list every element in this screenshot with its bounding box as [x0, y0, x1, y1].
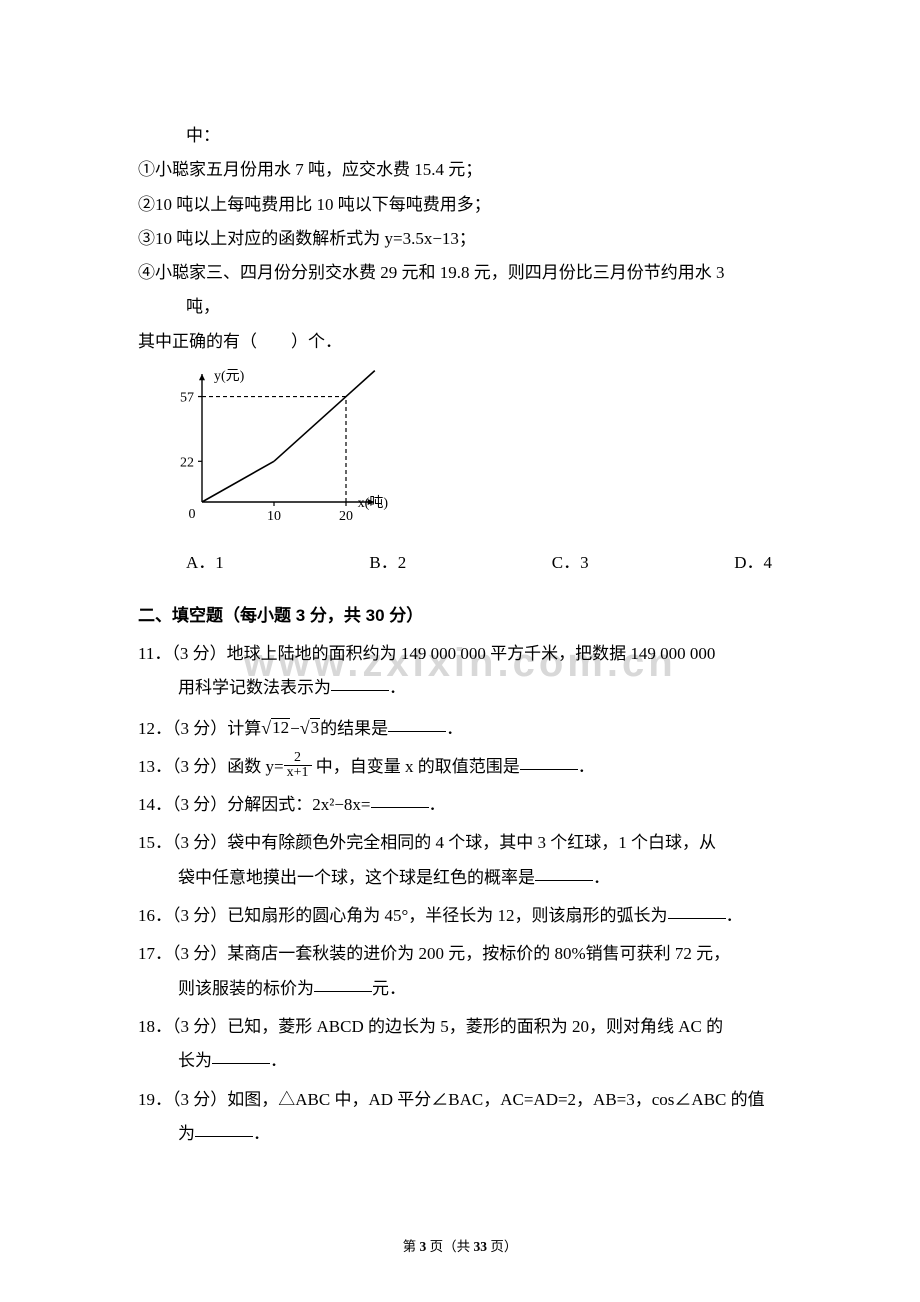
- pre-line-1: ①小聪家五月份用水 7 吨，应交水费 15.4 元；: [138, 154, 782, 186]
- q19: 19．（3 分）如图，△ABC 中，AD 平分∠BAC，AC=AD=2，AB=3…: [138, 1084, 782, 1151]
- pre-line-3: ③10 吨以上对应的函数解析式为 y=3.5x−13；: [138, 223, 782, 255]
- pre-line-4b: 吨，: [138, 291, 782, 323]
- q13-fraction: 2x+1: [284, 751, 312, 781]
- footer-e: 页）: [487, 1239, 517, 1254]
- q12-sqrt12: 12: [261, 711, 290, 745]
- q11: 11．（3 分）地球上陆地的面积约为 149 000 000 平方千米，把数据 …: [138, 638, 782, 705]
- q11-line1: 11．（3 分）地球上陆地的面积约为 149 000 000 平方千米，把数据 …: [138, 638, 782, 670]
- q11-text-b: ．: [389, 678, 406, 697]
- footer-c: 页（共: [426, 1239, 473, 1254]
- chart-svg: y(元) x(吨) 0 10 20 22 57: [162, 366, 392, 530]
- svg-text:x(吨): x(吨): [358, 495, 389, 511]
- q13-y: y=: [266, 757, 284, 776]
- q16-blank: [668, 902, 726, 919]
- q17-line1: 17．（3 分）某商店一套秋装的进价为 200 元，按标价的 80%销售可获利 …: [138, 938, 782, 970]
- q19-line1: 19．（3 分）如图，△ABC 中，AD 平分∠BAC，AC=AD=2，AB=3…: [138, 1084, 782, 1116]
- q12-blank: [388, 715, 446, 732]
- q12-text-c: ．: [446, 719, 463, 738]
- q12-rad-3: 3: [310, 718, 321, 738]
- q12-minus: −: [290, 719, 300, 738]
- svg-text:0: 0: [189, 507, 196, 522]
- q13-text-a: 13．（3 分）函数: [138, 757, 266, 776]
- q11-line2: 用科学记数法表示为 ．: [138, 672, 782, 704]
- q13-blank: [520, 753, 578, 770]
- q12-rad-12: 12: [271, 718, 290, 738]
- svg-text:10: 10: [267, 509, 281, 524]
- pre-line-2: ②10 吨以上每吨费用比 10 吨以下每吨费用多；: [138, 189, 782, 221]
- q19-blank: [195, 1120, 253, 1137]
- q12-text-a: 12．（3 分）计算: [138, 719, 261, 738]
- svg-text:57: 57: [180, 391, 194, 406]
- q16-text-a: 16．（3 分）已知扇形的圆心角为 45°，半径长为 12，则该扇形的弧长为: [138, 906, 668, 925]
- q19-line2: 为．: [138, 1118, 782, 1150]
- q15: 15．（3 分）袋中有除颜色外完全相同的 4 个球，其中 3 个红球，1 个白球…: [138, 827, 782, 894]
- q13: 13．（3 分）函数 y=2x+1 中，自变量 x 的取值范围是 ．: [138, 751, 782, 783]
- q19-text-b: ．: [253, 1124, 270, 1143]
- pre-line-0: 中：: [138, 120, 782, 152]
- q14: 14．（3 分）分解因式：2x²−8x= ．: [138, 789, 782, 821]
- q15-text-b: ．: [593, 868, 610, 887]
- chart-figure: y(元) x(吨) 0 10 20 22 57: [162, 366, 782, 541]
- q17-line2: 则该服装的标价为 元．: [138, 973, 782, 1005]
- svg-text:20: 20: [339, 509, 353, 524]
- q11-blank: [331, 674, 389, 691]
- section-2-heading: 二、填空题（每小题 3 分，共 30 分）: [138, 600, 782, 632]
- q17-blank: [314, 975, 372, 992]
- q18-blank: [212, 1047, 270, 1064]
- q17: 17．（3 分）某商店一套秋装的进价为 200 元，按标价的 80%销售可获利 …: [138, 938, 782, 1005]
- footer-a: 第: [403, 1239, 420, 1254]
- q19-text-a: 为: [178, 1124, 195, 1143]
- q11-text-a: 用科学记数法表示为: [178, 678, 331, 697]
- pre-line-4a: ④小聪家三、四月份分别交水费 29 元和 19.8 元，则四月份比三月份节约用水…: [138, 257, 782, 289]
- choice-A: A．1: [186, 547, 224, 579]
- page-footer: 第 3 页（共 33 页）: [0, 1234, 920, 1260]
- q18-line1: 18．（3 分）已知，菱形 ABCD 的边长为 5，菱形的面积为 20，则对角线…: [138, 1011, 782, 1043]
- choice-C: C．3: [552, 547, 589, 579]
- q14-text-a: 14．（3 分）分解因式：2x²−8x=: [138, 795, 371, 814]
- q12-sqrt3: 3: [300, 711, 320, 745]
- svg-text:y(元): y(元): [214, 369, 245, 384]
- q12-text-b: 的结果是: [320, 719, 388, 738]
- page-content: 中： ①小聪家五月份用水 7 吨，应交水费 15.4 元； ②10 吨以上每吨费…: [138, 120, 782, 1150]
- q18-text-a: 长为: [178, 1051, 212, 1070]
- q13-text-b: 中，自变量 x 的取值范围是: [312, 757, 520, 776]
- q10-choices: A．1 B．2 C．3 D．4: [138, 547, 782, 579]
- q12: 12．（3 分）计算 12−3的结果是 ．: [138, 711, 782, 745]
- choice-D: D．4: [734, 547, 772, 579]
- q17-text-b: 元．: [372, 979, 406, 998]
- q16: 16．（3 分）已知扇形的圆心角为 45°，半径长为 12，则该扇形的弧长为 ．: [138, 900, 782, 932]
- q15-line1: 15．（3 分）袋中有除颜色外完全相同的 4 个球，其中 3 个红球，1 个白球…: [138, 827, 782, 859]
- choice-B: B．2: [369, 547, 406, 579]
- q17-text-a: 则该服装的标价为: [178, 979, 314, 998]
- svg-text:22: 22: [180, 455, 194, 470]
- pre-line-5: 其中正确的有（ ）个．: [138, 326, 782, 358]
- q18-text-b: ．: [270, 1051, 287, 1070]
- q14-text-b: ．: [429, 795, 446, 814]
- q13-frac-den: x+1: [284, 766, 312, 781]
- q13-text-c: ．: [578, 757, 595, 776]
- q15-line2: 袋中任意地摸出一个球，这个球是红色的概率是 ．: [138, 862, 782, 894]
- footer-page-total: 33: [474, 1239, 488, 1254]
- q13-frac-num: 2: [284, 751, 312, 767]
- q14-blank: [371, 791, 429, 808]
- q18-line2: 长为 ．: [138, 1045, 782, 1077]
- q16-text-b: ．: [726, 906, 743, 925]
- q18: 18．（3 分）已知，菱形 ABCD 的边长为 5，菱形的面积为 20，则对角线…: [138, 1011, 782, 1078]
- q15-blank: [535, 864, 593, 881]
- q15-text-a: 袋中任意地摸出一个球，这个球是红色的概率是: [178, 868, 535, 887]
